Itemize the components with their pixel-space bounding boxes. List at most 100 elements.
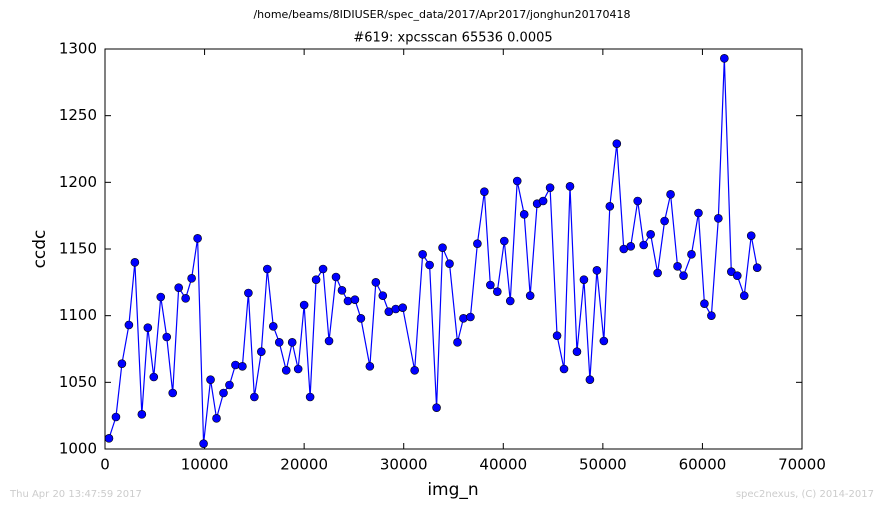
- data-point: [391, 304, 401, 314]
- y-tick-label: 1000: [59, 440, 97, 458]
- data-point: [130, 258, 140, 267]
- data-point: [493, 287, 502, 296]
- data-point: [425, 260, 434, 270]
- data-point: [263, 264, 272, 274]
- data-point: [752, 263, 762, 272]
- x-tick-label: 30000: [380, 456, 428, 474]
- data-point: [486, 280, 495, 290]
- data-point: [318, 264, 328, 274]
- x-tick-label: 10000: [181, 456, 229, 474]
- data-point: [117, 359, 127, 368]
- data-point: [473, 239, 482, 248]
- y-axis-label: ccdc: [30, 230, 50, 269]
- data-point: [365, 362, 375, 371]
- data-point: [225, 380, 234, 390]
- y-tick-label: 1100: [59, 306, 97, 324]
- data-point: [519, 210, 529, 219]
- data-point: [633, 196, 643, 206]
- data-point: [356, 314, 366, 323]
- y-tick-label: 1200: [59, 173, 97, 191]
- plot-frame: [104, 48, 803, 450]
- data-point: [398, 303, 408, 312]
- x-tick-label: 0: [100, 456, 110, 474]
- header: /home/beams/8IDIUSER/spec_data/2017/Apr2…: [253, 8, 630, 21]
- data-point: [274, 338, 284, 347]
- data-point: [149, 372, 159, 382]
- data-point: [559, 364, 569, 374]
- data-point: [639, 240, 648, 250]
- data-point: [552, 331, 562, 340]
- data-point: [579, 275, 589, 284]
- data-point: [438, 243, 447, 252]
- data-point: [653, 268, 662, 278]
- data-point: [572, 347, 582, 356]
- data-point: [700, 299, 709, 308]
- data-point: [268, 322, 278, 331]
- data-point: [305, 392, 315, 402]
- data-point: [250, 392, 259, 402]
- x-tick-label: 70000: [778, 456, 826, 474]
- data-point: [646, 230, 655, 239]
- data-point: [137, 410, 147, 419]
- data-point: [104, 434, 114, 443]
- data-point: [605, 202, 615, 211]
- x-tick-label: 50000: [579, 456, 627, 474]
- data-point: [212, 414, 221, 423]
- data-point: [331, 272, 341, 282]
- data-point: [592, 266, 602, 275]
- data-point: [187, 274, 196, 283]
- data-point: [299, 300, 309, 310]
- data-point: [343, 296, 353, 306]
- data-point: [350, 295, 360, 304]
- data-point: [660, 216, 669, 226]
- data-point: [459, 314, 468, 323]
- data-point: [512, 176, 522, 186]
- data-point: [538, 196, 548, 206]
- x-tick-label: 20000: [280, 456, 328, 474]
- data-point: [626, 242, 636, 251]
- data-point: [371, 278, 381, 287]
- data-point: [410, 366, 419, 375]
- data-point: [599, 336, 609, 346]
- data-point: [666, 190, 675, 199]
- data-point: [238, 362, 247, 371]
- data-point: [111, 412, 121, 422]
- data-point: [445, 259, 454, 268]
- y-tick-label: 1250: [59, 106, 97, 124]
- data-point: [206, 375, 215, 384]
- data-point: [727, 267, 736, 276]
- footer-left: Thu Apr 20 13:47:59 2017: [9, 489, 142, 500]
- data-point: [432, 403, 441, 412]
- x-tick-label: 40000: [479, 456, 527, 474]
- data-point: [499, 236, 509, 246]
- data-point: [466, 312, 475, 322]
- data-point: [199, 439, 208, 448]
- data-point: [694, 208, 703, 218]
- data-point: [257, 347, 266, 356]
- data-point: [244, 288, 253, 298]
- data-point: [505, 296, 515, 306]
- data-point: [565, 182, 575, 191]
- data-point: [480, 187, 489, 196]
- data-point: [585, 375, 595, 384]
- data-point: [193, 234, 202, 243]
- data-point: [168, 388, 178, 398]
- y-tick-label: 1300: [59, 40, 97, 58]
- data-point: [181, 294, 190, 303]
- data-point: [545, 183, 555, 192]
- x-axis-label: img_n: [427, 480, 478, 500]
- footer-right: spec2nexus, (C) 2014-2017: [736, 489, 874, 500]
- data-point: [337, 286, 347, 295]
- data-point: [720, 54, 729, 63]
- data-point: [378, 291, 388, 300]
- data-point: [687, 250, 696, 259]
- data-point: [707, 311, 716, 320]
- data-point: [525, 291, 535, 300]
- y-tick-label: 1150: [59, 240, 97, 258]
- data-point: [324, 336, 334, 346]
- data-point: [739, 291, 749, 300]
- data-point: [311, 275, 321, 284]
- data-point: [418, 250, 427, 259]
- data-point: [281, 366, 291, 375]
